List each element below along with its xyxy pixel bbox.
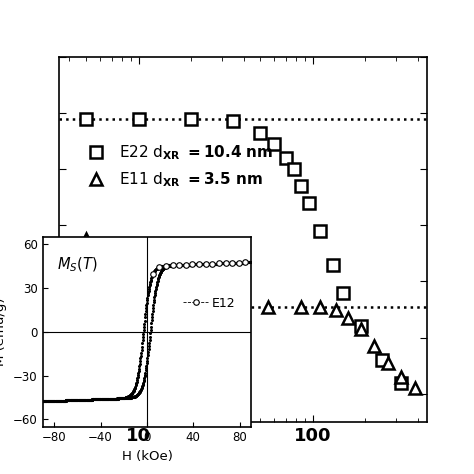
Text: $M_S(T)$: $M_S(T)$: [57, 256, 98, 274]
Text: $\Delta M_S(T)$: $\Delta M_S(T)$: [80, 237, 128, 254]
Legend: E12: E12: [178, 292, 241, 315]
Legend: E22 d$_{\bf XR}$ $\bf = 10.4\ nm$, E11 d$_{\bf XR}$ $\bf = 3.5\ nm$: E22 d$_{\bf XR}$ $\bf = 10.4\ nm$, E11 d…: [74, 137, 279, 195]
X-axis label: H (kOe): H (kOe): [121, 450, 173, 463]
Y-axis label: M (emu/g): M (emu/g): [0, 298, 8, 366]
